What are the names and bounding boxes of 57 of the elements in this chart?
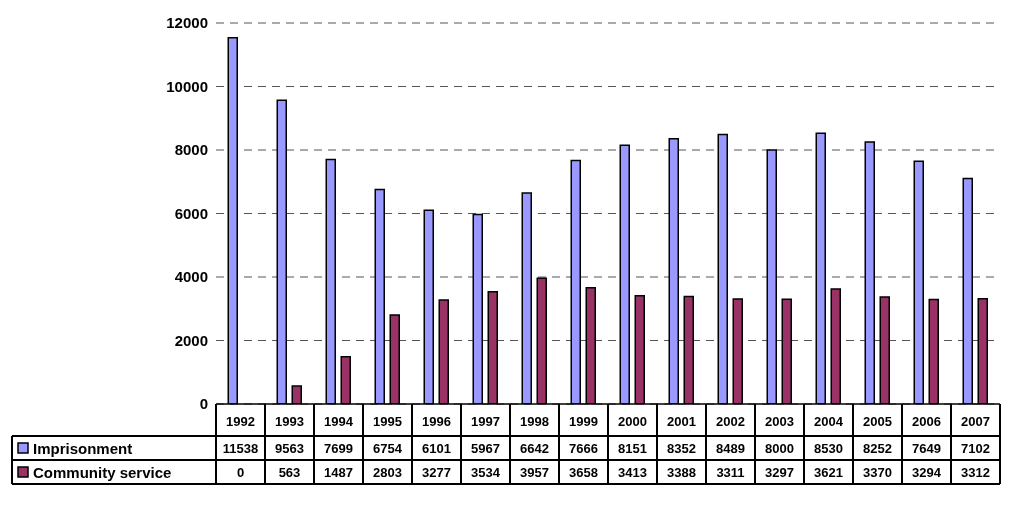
data-label: 8489 bbox=[716, 441, 745, 456]
x-tick-label: 1999 bbox=[569, 414, 598, 429]
x-tick-label: 1997 bbox=[471, 414, 500, 429]
data-label: 8252 bbox=[863, 441, 892, 456]
x-tick-label: 1993 bbox=[275, 414, 304, 429]
data-label: 3297 bbox=[765, 465, 794, 480]
data-label: 7102 bbox=[961, 441, 990, 456]
x-tick-label: 2004 bbox=[814, 414, 844, 429]
y-tick-label: 8000 bbox=[174, 141, 208, 159]
legend-label: Community service bbox=[33, 464, 172, 481]
data-label: 11538 bbox=[222, 441, 259, 456]
data-label: 9563 bbox=[275, 441, 304, 456]
x-tick-label: 1995 bbox=[373, 414, 402, 429]
data-label: 1487 bbox=[324, 465, 353, 480]
x-tick-label: 2007 bbox=[961, 414, 990, 429]
data-label: 3370 bbox=[863, 465, 892, 480]
data-label: 6642 bbox=[520, 441, 549, 456]
data-label: 3957 bbox=[520, 465, 549, 480]
x-tick-label: 2000 bbox=[618, 414, 647, 429]
data-label: 3413 bbox=[618, 465, 647, 480]
data-label: 5967 bbox=[471, 441, 500, 456]
x-tick-label: 2001 bbox=[667, 414, 696, 429]
x-tick-label: 2006 bbox=[912, 414, 941, 429]
y-tick-label: 12000 bbox=[166, 14, 208, 32]
data-label: 3621 bbox=[814, 465, 843, 480]
data-label: 3294 bbox=[912, 465, 942, 480]
legend-label: Imprisonment bbox=[33, 440, 133, 457]
data-label: 8151 bbox=[618, 441, 647, 456]
data-label: 8352 bbox=[667, 441, 696, 456]
y-tick-label: 0 bbox=[199, 395, 208, 413]
x-tick-label: 2005 bbox=[863, 414, 892, 429]
y-tick-label: 10000 bbox=[166, 77, 208, 95]
x-tick-label: 1996 bbox=[422, 414, 451, 429]
data-label: 3312 bbox=[961, 465, 990, 480]
x-tick-label: 2002 bbox=[716, 414, 745, 429]
data-label: 7699 bbox=[324, 441, 353, 456]
data-label: 6754 bbox=[373, 441, 403, 456]
data-label: 2803 bbox=[373, 465, 402, 480]
data-label: 3658 bbox=[569, 465, 598, 480]
data-label: 7666 bbox=[569, 441, 598, 456]
data-label: 6101 bbox=[422, 441, 451, 456]
data-label: 8530 bbox=[814, 441, 843, 456]
y-tick-label: 2000 bbox=[174, 331, 208, 349]
data-label: 3277 bbox=[422, 465, 451, 480]
y-tick-label: 6000 bbox=[174, 204, 208, 222]
data-label: 7649 bbox=[912, 441, 941, 456]
data-label: 3311 bbox=[716, 465, 745, 480]
x-tick-label: 1994 bbox=[324, 414, 354, 429]
data-label: 3534 bbox=[471, 465, 501, 480]
data-label: 3388 bbox=[667, 465, 696, 480]
data-label: 0 bbox=[236, 465, 245, 480]
x-tick-label: 1992 bbox=[226, 414, 255, 429]
y-tick-label: 4000 bbox=[174, 268, 208, 286]
data-label: 8000 bbox=[765, 441, 794, 456]
x-tick-label: 2003 bbox=[765, 414, 794, 429]
x-tick-label: 1998 bbox=[520, 414, 549, 429]
data-label: 563 bbox=[278, 465, 301, 480]
